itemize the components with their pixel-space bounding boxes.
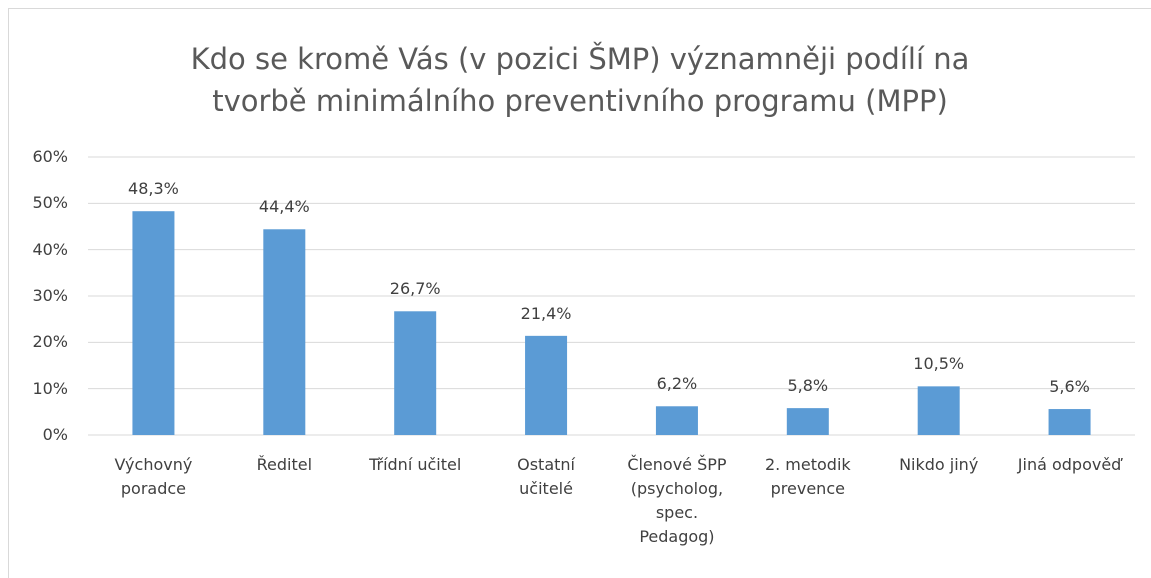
bar bbox=[394, 311, 437, 435]
bar bbox=[655, 406, 698, 435]
chart-frame bbox=[8, 8, 1151, 578]
x-tick-label: 2. metodik prevence bbox=[764, 455, 851, 498]
data-label: 6,2% bbox=[656, 374, 698, 394]
data-label: 26,7% bbox=[389, 279, 441, 299]
bar bbox=[1048, 409, 1091, 435]
data-label: 5,6% bbox=[1049, 377, 1090, 397]
data-label: 48,3% bbox=[128, 179, 179, 199]
y-tick-label: 20% bbox=[32, 332, 68, 352]
bar bbox=[917, 386, 960, 435]
y-tick-label: 10% bbox=[32, 378, 68, 398]
x-tick-label: Jiná odpověď bbox=[1017, 455, 1122, 474]
y-tick-label: 0% bbox=[42, 425, 68, 444]
bar bbox=[263, 229, 306, 435]
x-tick-label: Členové ŠPP (psycholog, spec. Pedagog) bbox=[627, 455, 727, 546]
chart-title: Kdo se kromě Vás (v pozici ŠMP) významně… bbox=[190, 42, 970, 118]
data-label: 10,5% bbox=[913, 354, 965, 374]
y-tick-label: 30% bbox=[32, 286, 68, 305]
data-label: 5,8% bbox=[787, 376, 829, 396]
bar bbox=[132, 211, 175, 435]
x-tick-label: Ostatní učitelé bbox=[517, 455, 575, 498]
y-tick-label: 40% bbox=[32, 239, 68, 259]
x-tick-label: Třídní učitel bbox=[369, 455, 462, 474]
x-tick-label: Výchovný poradce bbox=[114, 455, 193, 498]
y-tick-label: 60% bbox=[32, 147, 68, 166]
bar bbox=[525, 335, 568, 435]
x-tick-label: Nikdo jiný bbox=[899, 455, 979, 474]
data-label: 21,4% bbox=[520, 303, 572, 323]
x-tick-label: Ředitel bbox=[256, 455, 313, 474]
data-label: 44,4% bbox=[258, 197, 310, 217]
y-tick-label: 50% bbox=[32, 193, 68, 213]
bar bbox=[786, 408, 829, 435]
